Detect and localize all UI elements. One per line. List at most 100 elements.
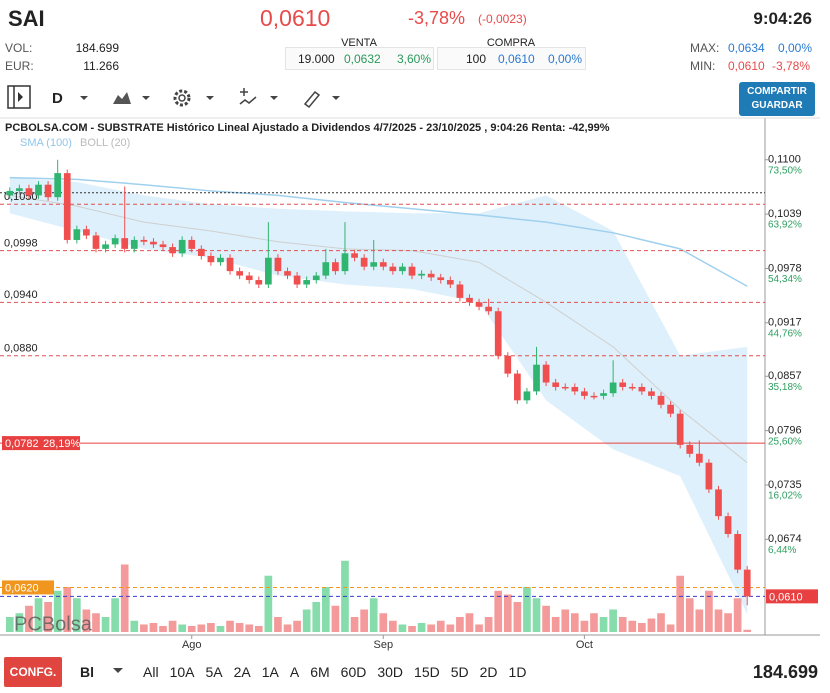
compra-pct: 0,00% <box>548 52 583 66</box>
y-tick-return: 54,34% <box>768 274 802 285</box>
volume-bar <box>743 629 752 632</box>
candle-body <box>284 271 291 276</box>
range-button[interactable]: A <box>289 664 300 680</box>
volume-bar <box>628 620 637 632</box>
y-tick-return: 35,18% <box>768 382 802 393</box>
config-text: CONFG. <box>9 665 57 679</box>
volume-bar <box>580 620 589 632</box>
volume-bar <box>389 620 397 632</box>
candle-body <box>226 257 234 272</box>
volume-bar <box>494 590 503 632</box>
volume-bar <box>436 620 445 632</box>
volume-bar <box>159 626 167 632</box>
candle-body <box>25 188 33 196</box>
candle-body <box>494 311 502 356</box>
y-tick-return: 73,50% <box>768 165 802 176</box>
vol: 184.699 <box>75 41 119 55</box>
candle-body <box>542 364 550 383</box>
venta-label: VENTA <box>341 37 377 49</box>
share-text: COMPARTIR <box>747 86 807 97</box>
level-label: 0,0998 <box>4 238 38 250</box>
y-tick-label: 0,0857 <box>768 370 802 382</box>
candle-body <box>638 386 646 392</box>
candle-body <box>83 229 90 236</box>
candle-body <box>427 273 435 278</box>
settings-icon[interactable] <box>173 89 191 107</box>
y-tick-label: 0,0978 <box>768 262 802 274</box>
volume-bar <box>408 626 416 632</box>
bollinger-middle <box>9 194 748 464</box>
candle-body <box>303 280 311 285</box>
panel-icon[interactable] <box>7 85 31 109</box>
y-tick-label: 0,1039 <box>768 208 802 220</box>
min-label: MIN: <box>690 59 716 73</box>
legend-sma: SMA (100) <box>20 137 72 149</box>
x-tick-label: Ago <box>182 639 202 651</box>
dropdown-arrows[interactable] <box>80 96 340 100</box>
draw-icon[interactable] <box>303 90 321 109</box>
range-button[interactable]: 1D <box>508 664 527 680</box>
indicator-icon[interactable] <box>239 88 257 105</box>
candle-body <box>102 244 109 249</box>
range-button[interactable]: 10A <box>169 664 195 680</box>
eur-label: EUR: <box>5 59 34 73</box>
candle-body <box>274 257 282 272</box>
config-button[interactable]: CONFG. <box>4 657 62 687</box>
volume-bar <box>216 626 225 632</box>
candle-body <box>245 275 253 281</box>
candle-body <box>561 386 569 389</box>
range-button[interactable]: 1A <box>261 664 279 680</box>
volume-bar <box>92 613 100 632</box>
range-button[interactable]: 30D <box>377 664 404 680</box>
volume-bar <box>561 609 570 632</box>
settings-icon-center <box>178 94 186 102</box>
volume-bar <box>456 617 464 632</box>
volume-bar <box>360 609 368 632</box>
legend-boll: BOLL (20) <box>80 137 130 149</box>
candle-body <box>504 355 512 374</box>
range-button[interactable]: 6M <box>310 664 330 680</box>
volume-bar <box>44 602 52 632</box>
candle-body <box>408 266 416 276</box>
candle-body <box>322 262 330 276</box>
volume-bar <box>149 623 158 632</box>
range-button[interactable]: 60D <box>340 664 367 680</box>
volume-bar <box>484 617 493 632</box>
range-button[interactable]: All <box>143 664 159 680</box>
range-button[interactable]: 2D <box>479 664 498 680</box>
candle-body <box>676 413 684 445</box>
share-button[interactable]: COMPARTIR GUARDAR <box>739 82 815 116</box>
volume-bar <box>264 575 273 632</box>
volume-bar <box>427 624 436 632</box>
volume-bar <box>226 620 234 632</box>
volume-bar <box>647 618 656 632</box>
volume-bar <box>350 617 359 632</box>
candle-body <box>351 253 358 258</box>
range-button[interactable]: 2A <box>233 664 251 680</box>
candle-body <box>533 364 540 392</box>
level-label-box <box>766 589 818 604</box>
candle-body <box>6 190 14 196</box>
mode[interactable]: Bl <box>80 664 94 680</box>
period[interactable]: D <box>52 90 63 107</box>
range-button[interactable]: 5D <box>450 664 469 680</box>
level-label: 0,0940 <box>4 289 38 301</box>
candle-body <box>418 273 425 276</box>
volume-bar <box>197 624 206 632</box>
bollinger-band <box>9 177 748 615</box>
chart-type-icon[interactable] <box>113 92 131 104</box>
volume-bar <box>245 624 254 632</box>
eur: 11.266 <box>83 59 119 73</box>
volume-bar <box>695 609 704 632</box>
range-button[interactable]: 15D <box>414 664 440 680</box>
candle-body <box>734 533 741 570</box>
volume-bar <box>207 623 215 632</box>
range-button[interactable]: 5A <box>205 664 223 680</box>
venta-pct: 3,60% <box>397 52 432 66</box>
volume-bar <box>63 587 72 632</box>
toolbar-icons <box>7 85 340 109</box>
candle-body <box>389 266 397 272</box>
mode-arrow <box>113 668 123 673</box>
volume-bar <box>187 626 196 632</box>
